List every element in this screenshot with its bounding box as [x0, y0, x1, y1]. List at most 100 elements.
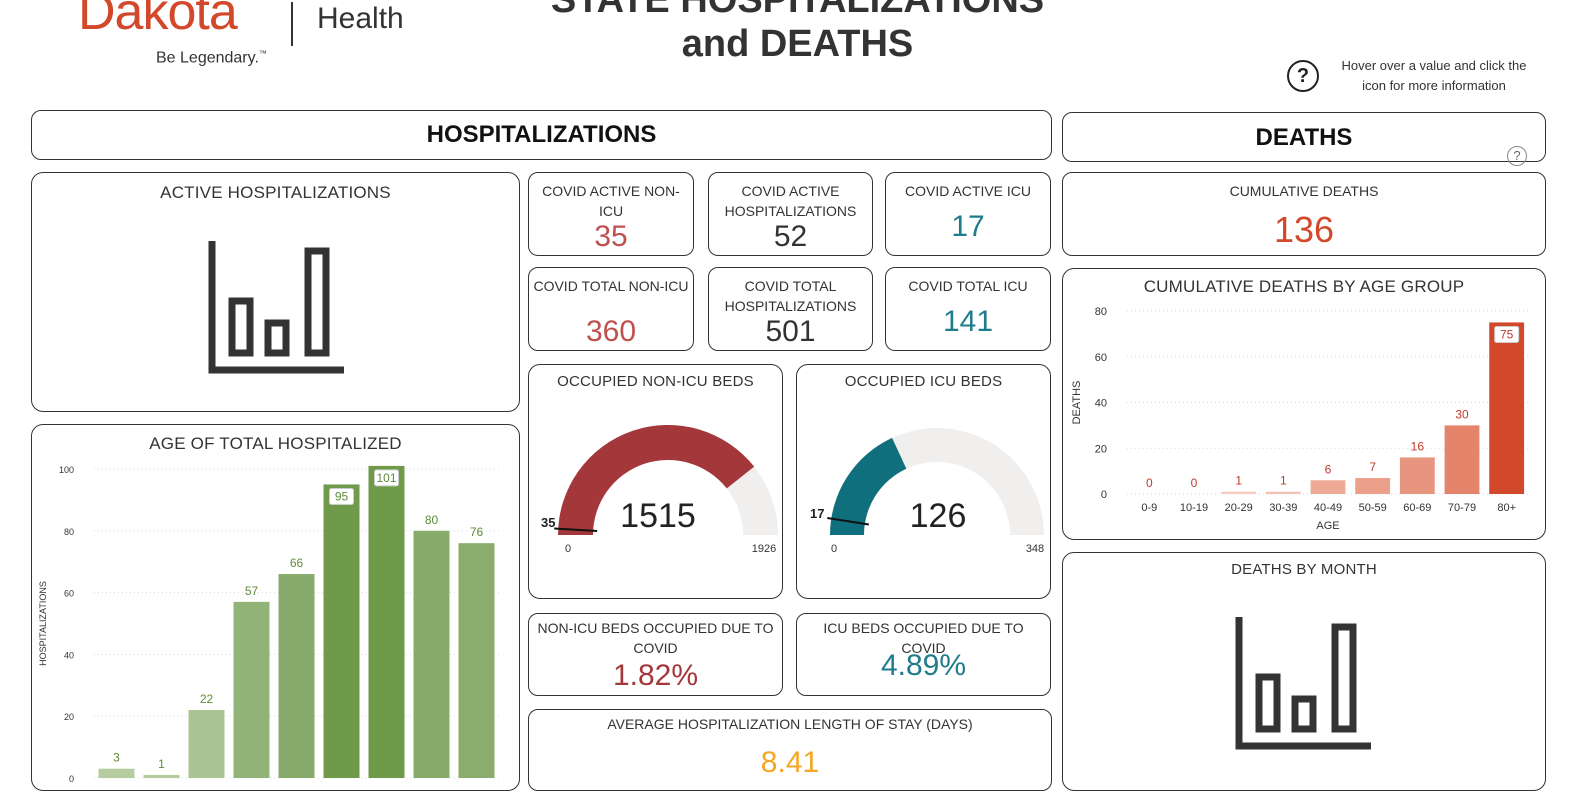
deaths-by-month-title: DEATHS BY MONTH — [1231, 561, 1377, 578]
bar — [1221, 491, 1257, 494]
bar — [143, 774, 180, 778]
bar — [1310, 480, 1346, 494]
logo-wordmark: Dakota — [78, 0, 238, 41]
y-axis-label: DEATHS — [1071, 381, 1083, 425]
kpi-active-icu[interactable]: COVID ACTIVE ICU 17 — [885, 172, 1051, 256]
gauge-target-marker — [554, 527, 598, 532]
x-tick-label: 10-19 — [1180, 502, 1208, 514]
data-label: 75 — [1500, 327, 1514, 341]
data-label: 1 — [1235, 474, 1242, 488]
data-label-box — [374, 469, 399, 487]
occupied-icu-title: OCCUPIED ICU BEDS — [844, 373, 1003, 390]
data-label: 1 — [1280, 474, 1287, 488]
data-label: 0 — [1191, 476, 1198, 490]
deaths-by-month-card: DEATHS BY MONTH — [1062, 552, 1546, 791]
deaths-age-group-title: CUMULATIVE DEATHS BY AGE GROUP — [1143, 277, 1465, 296]
data-label: 22 — [200, 692, 214, 706]
occupied-non-icu-gauge: 1515 35 0 1926 — [541, 425, 778, 555]
gauge-max-label: 348 — [1026, 543, 1044, 555]
gauge-min-label: 0 — [565, 543, 571, 555]
occupied-icu-gauge: 126 17 0 348 — [810, 428, 1044, 555]
active-hospitalizations-card: ACTIVE HOSPITALIZATIONS — [31, 172, 520, 412]
page-title: STATE HOSPITALIZATIONS and DEATHS — [520, 0, 1075, 66]
x-tick-label: 0-9 — [1141, 502, 1157, 514]
x-tick-label: 70-79 — [1448, 502, 1476, 514]
data-label: 30 — [1455, 407, 1469, 421]
help-hint: ? Hover over a value and click the icon … — [1285, 56, 1545, 100]
bar — [1444, 425, 1480, 494]
bar — [323, 484, 360, 778]
bar — [233, 601, 270, 778]
y-tick-label: 40 — [64, 650, 74, 660]
data-label: 80 — [425, 513, 439, 527]
bar — [278, 574, 315, 778]
y-tick-label: 60 — [1095, 352, 1107, 364]
x-axis-label: AGE — [1316, 520, 1339, 532]
help-text: Hover over a value and click the icon fo… — [1341, 58, 1527, 93]
gauge-target-label: 17 — [810, 506, 824, 521]
icu-pct-card[interactable]: ICU BEDS OCCUPIED DUE TO COVID 4.89% — [796, 613, 1051, 696]
avg-length-of-stay-card[interactable]: AVERAGE HOSPITALIZATION LENGTH OF STAY (… — [528, 709, 1052, 791]
age-hospitalized-card: AGE OF TOTAL HOSPITALIZED 0 20 40 60 80 100 HO… — [31, 424, 520, 791]
bar — [98, 768, 135, 778]
kpi-active-non-icu[interactable]: COVID ACTIVE NON-ICU 35 — [528, 172, 694, 256]
logo-tagline: Be Legendary.™ — [156, 49, 267, 67]
logo-health-text: Health — [317, 2, 404, 35]
data-label: 76 — [470, 525, 484, 539]
deaths-header: DEATHS — [1062, 112, 1546, 162]
bar — [1399, 457, 1435, 494]
x-tick-label: 30-39 — [1269, 502, 1297, 514]
occupied-non-icu-title: OCCUPIED NON-ICU BEDS — [557, 373, 754, 390]
data-label: 6 — [1325, 462, 1332, 476]
occupied-non-icu-beds-card[interactable]: OCCUPIED NON-ICU BEDS 1515 35 0 1926 — [528, 364, 783, 599]
age-hospitalized-title: AGE OF TOTAL HOSPITALIZED — [149, 434, 402, 453]
deaths-age-group-card: CUMULATIVE DEATHS BY AGE GROUP 0 20 40 60 80… — [1062, 268, 1546, 540]
y-tick-label: 20 — [64, 712, 74, 722]
kpi-active-hospitalizations[interactable]: COVID ACTIVE HOSPITALIZATIONS 52 — [708, 172, 873, 256]
page-title-line2: and DEATHS — [681, 23, 914, 65]
active-hospitalizations-title: ACTIVE HOSPITALIZATIONS — [160, 183, 391, 202]
y-tick-label: 80 — [64, 527, 74, 537]
deaths-age-group-chart: 0 20 40 60 80 DEATHS 0 0-9 0 10-19 1 20-29 1 30-39 6 40… — [1071, 306, 1529, 532]
y-tick-label: 40 — [1095, 398, 1107, 410]
y-tick-label: 0 — [1101, 489, 1107, 501]
data-label-box — [1494, 325, 1520, 343]
data-label: 3 — [113, 751, 120, 765]
kpi-total-icu[interactable]: COVID TOTAL ICU 141 — [885, 267, 1051, 351]
bar — [368, 465, 405, 778]
data-label: 95 — [335, 489, 349, 503]
data-label-box — [329, 487, 354, 505]
question-circle-icon[interactable]: ? — [1287, 60, 1319, 92]
gauge-min-label: 0 — [831, 543, 837, 555]
bar — [413, 530, 450, 778]
bar-chart-icon — [1235, 617, 1371, 750]
gauge-value: 126 — [910, 497, 967, 535]
bar — [458, 543, 495, 778]
x-tick-label: 50-59 — [1359, 502, 1387, 514]
y-tick-label: 100 — [59, 465, 74, 475]
deaths-help-icon[interactable]: ? — [1507, 146, 1527, 166]
y-tick-label: 20 — [1095, 443, 1107, 455]
gauge-fill — [558, 425, 755, 535]
kpi-total-hospitalizations[interactable]: COVID TOTAL HOSPITALIZATIONS 501 — [708, 267, 873, 351]
gauge-fill — [830, 437, 907, 535]
gauge-max-label: 1926 — [752, 543, 776, 555]
x-tick-label: 60-69 — [1403, 502, 1431, 514]
data-label: 101 — [376, 471, 396, 485]
x-tick-label: 80+ — [1497, 502, 1516, 514]
bar — [188, 710, 225, 778]
data-label: 66 — [290, 556, 304, 570]
cumulative-deaths-card[interactable]: CUMULATIVE DEATHS 136 — [1062, 172, 1546, 256]
occupied-icu-beds-card[interactable]: OCCUPIED ICU BEDS 126 17 0 348 — [796, 364, 1051, 599]
non-icu-pct-card[interactable]: NON-ICU BEDS OCCUPIED DUE TO COVID 1.82% — [528, 613, 783, 696]
kpi-total-non-icu[interactable]: COVID TOTAL NON-ICU 360 — [528, 267, 694, 351]
y-tick-label: 80 — [1095, 306, 1107, 318]
gauge-target-marker — [827, 517, 869, 526]
y-tick-label: 0 — [69, 774, 74, 784]
bar — [1355, 477, 1391, 494]
data-label: 16 — [1411, 439, 1425, 453]
logo-divider — [291, 2, 293, 46]
bar — [1489, 322, 1525, 494]
gauge-value: 1515 — [620, 497, 696, 535]
data-label: 57 — [245, 584, 259, 598]
